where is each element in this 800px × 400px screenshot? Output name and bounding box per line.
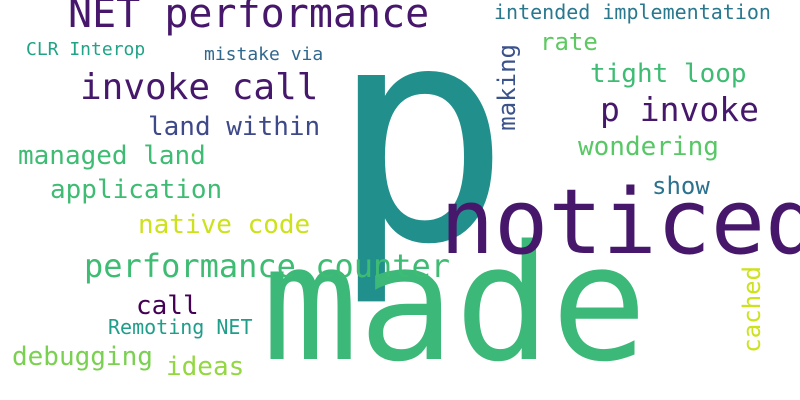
- word-net-performance: NET performance: [68, 0, 430, 37]
- word-ideas: ideas: [166, 352, 245, 382]
- word-made: made: [262, 210, 648, 397]
- word-show: show: [652, 172, 710, 200]
- word-rate: rate: [540, 28, 598, 56]
- word-performance-counter: performance counter: [84, 247, 451, 285]
- word-cached: cached: [738, 266, 766, 353]
- word-wondering: wondering: [578, 132, 719, 162]
- word-remoting-net: Remoting NET: [108, 315, 253, 339]
- word-mistake-via: mistake via: [204, 44, 324, 65]
- word-clr-interop: CLR Interop: [26, 39, 146, 60]
- word-making: making: [493, 44, 521, 131]
- word-tight-loop: tight loop: [590, 59, 747, 89]
- word-application: application: [50, 175, 223, 205]
- word-p: p: [330, 0, 511, 310]
- word-land-within: land within: [148, 112, 321, 142]
- word-invoke-call: invoke call: [80, 67, 319, 108]
- word-native-code: native code: [138, 210, 311, 240]
- word-debugging: debugging: [12, 342, 153, 372]
- word-p-invoke: p invoke: [600, 90, 759, 129]
- word-call: call: [136, 291, 199, 321]
- word-noticed: noticed: [440, 170, 800, 275]
- word-managed-land: managed land: [18, 141, 206, 171]
- word-intended-implementation: intended implementation: [494, 0, 771, 24]
